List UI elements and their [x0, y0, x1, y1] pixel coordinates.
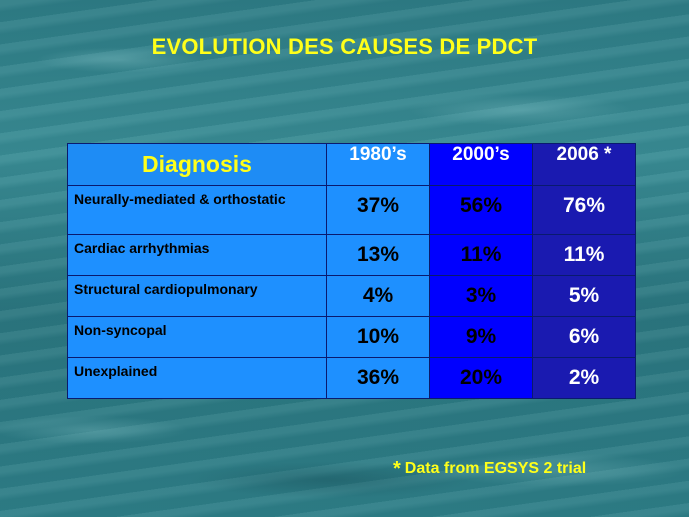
cell-1980s: 13%: [326, 234, 430, 276]
cell-2000s: 3%: [429, 275, 533, 317]
row-label: Cardiac arrhythmias: [67, 234, 327, 276]
header-1980s: 1980’s: [326, 143, 430, 186]
footnote-star: *: [393, 458, 401, 480]
header-diagnosis: Diagnosis: [67, 143, 327, 186]
table-row: Non-syncopal 10% 9% 6%: [67, 316, 636, 358]
cell-2000s: 11%: [429, 234, 533, 276]
cell-1980s: 10%: [326, 316, 430, 358]
cell-2000s: 20%: [429, 357, 533, 399]
slide-title: EVOLUTION DES CAUSES DE PDCT: [151, 34, 538, 59]
causes-table: Diagnosis 1980’s 2000’s 2006 * Neurally-…: [67, 143, 636, 399]
footnote: * Data from EGSYS 2 trial: [393, 458, 586, 481]
cell-2006: 11%: [532, 234, 636, 276]
cell-2006: 5%: [532, 275, 636, 317]
table-row: Unexplained 36% 20% 2%: [67, 357, 636, 399]
table-row: Structural cardiopulmonary 4% 3% 5%: [67, 275, 636, 317]
footnote-text: Data from EGSYS 2 trial: [404, 460, 587, 477]
cell-2006: 2%: [532, 357, 636, 399]
table-row: Neurally-mediated & orthostatic 37% 56% …: [67, 185, 636, 235]
cell-1980s: 36%: [326, 357, 430, 399]
cell-2006: 6%: [532, 316, 636, 358]
row-label: Structural cardiopulmonary: [67, 275, 327, 317]
cell-2000s: 56%: [429, 185, 533, 235]
cell-2006: 76%: [532, 185, 636, 235]
cell-2000s: 9%: [429, 316, 533, 358]
table-row: Cardiac arrhythmias 13% 11% 11%: [67, 234, 636, 276]
row-label: Non-syncopal: [67, 316, 327, 358]
cell-1980s: 37%: [326, 185, 430, 235]
header-2000s: 2000’s: [429, 143, 533, 186]
header-2006: 2006 *: [532, 143, 636, 186]
cell-1980s: 4%: [326, 275, 430, 317]
row-label: Neurally-mediated & orthostatic: [67, 185, 327, 235]
row-label: Unexplained: [67, 357, 327, 399]
table-header-row: Diagnosis 1980’s 2000’s 2006 *: [67, 143, 636, 186]
